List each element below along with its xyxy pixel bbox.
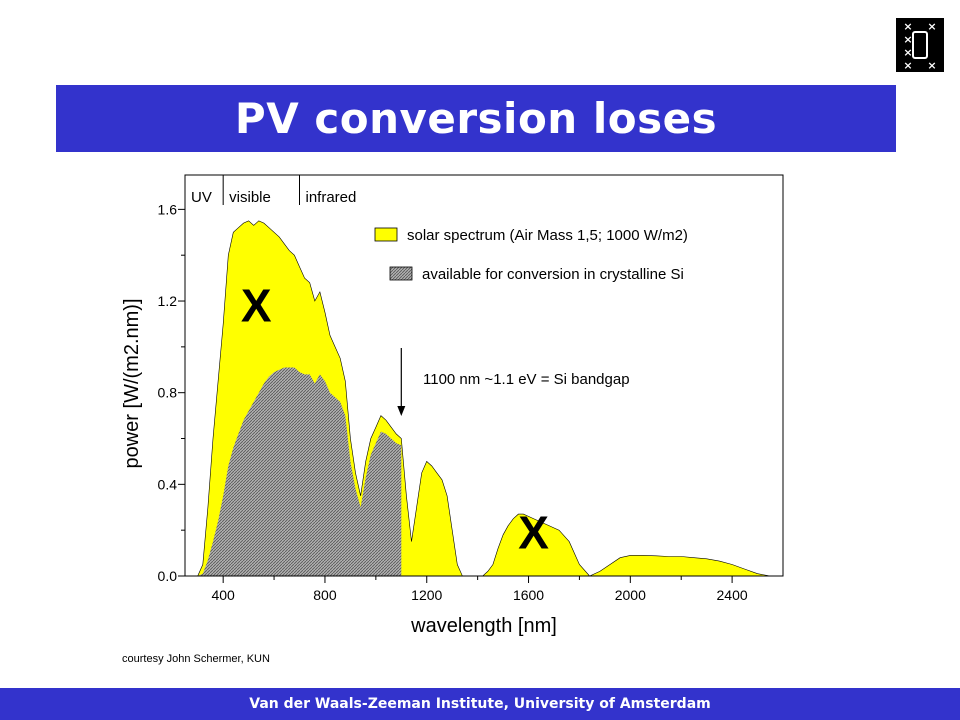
slide-title: PV conversion loses [234, 94, 718, 143]
y-tick-label: 1.6 [158, 201, 178, 217]
credit-text: courtesy John Schermer, KUN [122, 653, 270, 665]
y-tick-label: 1.2 [158, 293, 178, 309]
region-label-infrared: infrared [306, 189, 357, 206]
available-si-area [197, 367, 402, 576]
x-tick-label: 2400 [717, 587, 748, 603]
loss-marker-x: X [518, 506, 549, 558]
region-label-visible: visible [229, 189, 271, 206]
loss-marker-x: X [241, 280, 272, 332]
bandgap-annotation: 1100 nm ~1.1 eV = Si bandgap [423, 371, 630, 388]
uva-logo-icon: × × × × × × [896, 18, 944, 72]
legend-swatch-1 [389, 266, 413, 281]
title-bar: PV conversion loses [56, 85, 896, 152]
region-label-UV: UV [191, 189, 212, 206]
y-axis-label: power [W/(m2.nm)] [121, 298, 143, 468]
y-tick-label: 0.4 [158, 476, 178, 492]
legend-label-1: available for conversion in crystalline … [422, 266, 684, 283]
footer-text: Van der Waals-Zeeman Institute, Universi… [249, 696, 711, 712]
x-axis-label: wavelength [nm] [410, 615, 557, 637]
bandgap-arrow-head [397, 406, 406, 416]
x-tick-label: 1600 [513, 587, 544, 603]
x-tick-label: 800 [313, 587, 337, 603]
x-tick-label: 2000 [615, 587, 646, 603]
legend-swatch-0 [374, 227, 398, 242]
legend-label-0: solar spectrum (Air Mass 1,5; 1000 W/m2) [407, 227, 688, 244]
plot-frame [184, 174, 784, 577]
x-tick-label: 400 [211, 587, 235, 603]
footer-bar: Van der Waals-Zeeman Institute, Universi… [0, 688, 960, 720]
x-tick-label: 1200 [411, 587, 442, 603]
y-tick-label: 0.8 [158, 385, 178, 401]
y-tick-label: 0.0 [158, 568, 178, 584]
